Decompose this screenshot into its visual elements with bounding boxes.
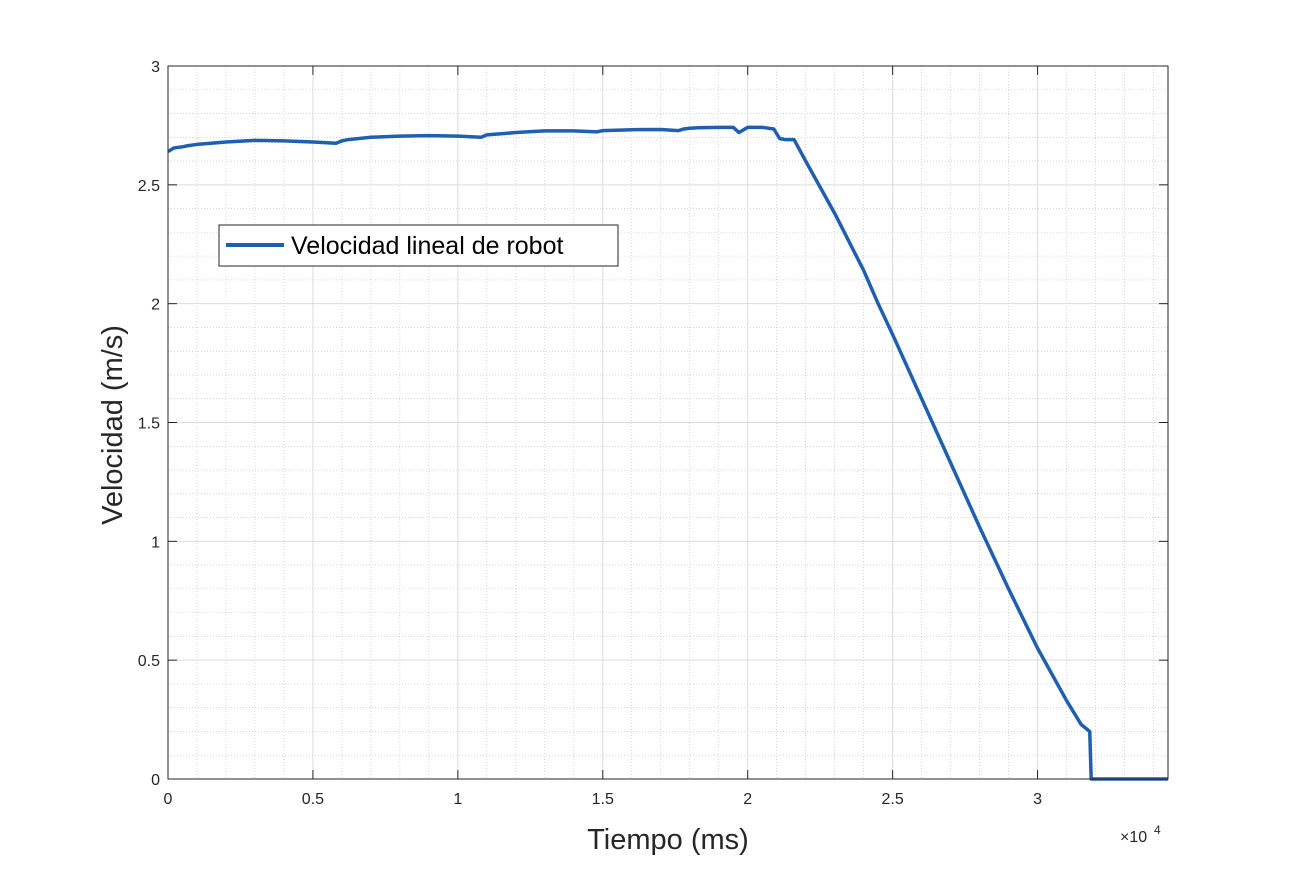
legend-entry-label: Velocidad lineal de robot	[291, 232, 563, 260]
tick-marks	[167, 65, 1168, 780]
y-tick-label: 2.5	[138, 178, 160, 195]
y-tick-label: 0	[151, 772, 160, 789]
y-tick-labels: 0 0.5 1 1.5 2 2.5 3	[138, 59, 160, 789]
y-tick-label: 0.5	[138, 653, 160, 670]
x-tick-label: 0	[164, 791, 173, 808]
legend-box	[218, 224, 619, 267]
y-tick-label: 1.5	[138, 416, 160, 433]
x-tick-label: 2	[743, 791, 752, 808]
x-tick-label: 1	[453, 791, 462, 808]
x-multiplier-exponent: 4	[1154, 823, 1161, 837]
x-tick-label: 2.5	[882, 791, 904, 808]
y-tick-label: 3	[151, 59, 160, 76]
x-axis-label: Tiempo (ms)	[587, 824, 749, 856]
x-tick-label: 0.5	[302, 791, 324, 808]
x-tick-label: 1.5	[592, 791, 614, 808]
legend: Velocidad lineal de robot	[218, 224, 619, 267]
x-axis-multiplier: ×10 4	[1120, 823, 1161, 846]
x-tick-label: 3	[1033, 791, 1042, 808]
series-layer	[167, 125, 1168, 781]
x-tick-labels: 0 0.5 1 1.5 2 2.5 3	[164, 791, 1043, 808]
y-axis-label: Velocidad (m/s)	[97, 325, 129, 525]
x-multiplier-base: ×10	[1120, 829, 1147, 846]
y-tick-label: 2	[151, 297, 160, 314]
velocity-series-line	[167, 125, 1168, 781]
y-tick-label: 1	[151, 534, 160, 551]
